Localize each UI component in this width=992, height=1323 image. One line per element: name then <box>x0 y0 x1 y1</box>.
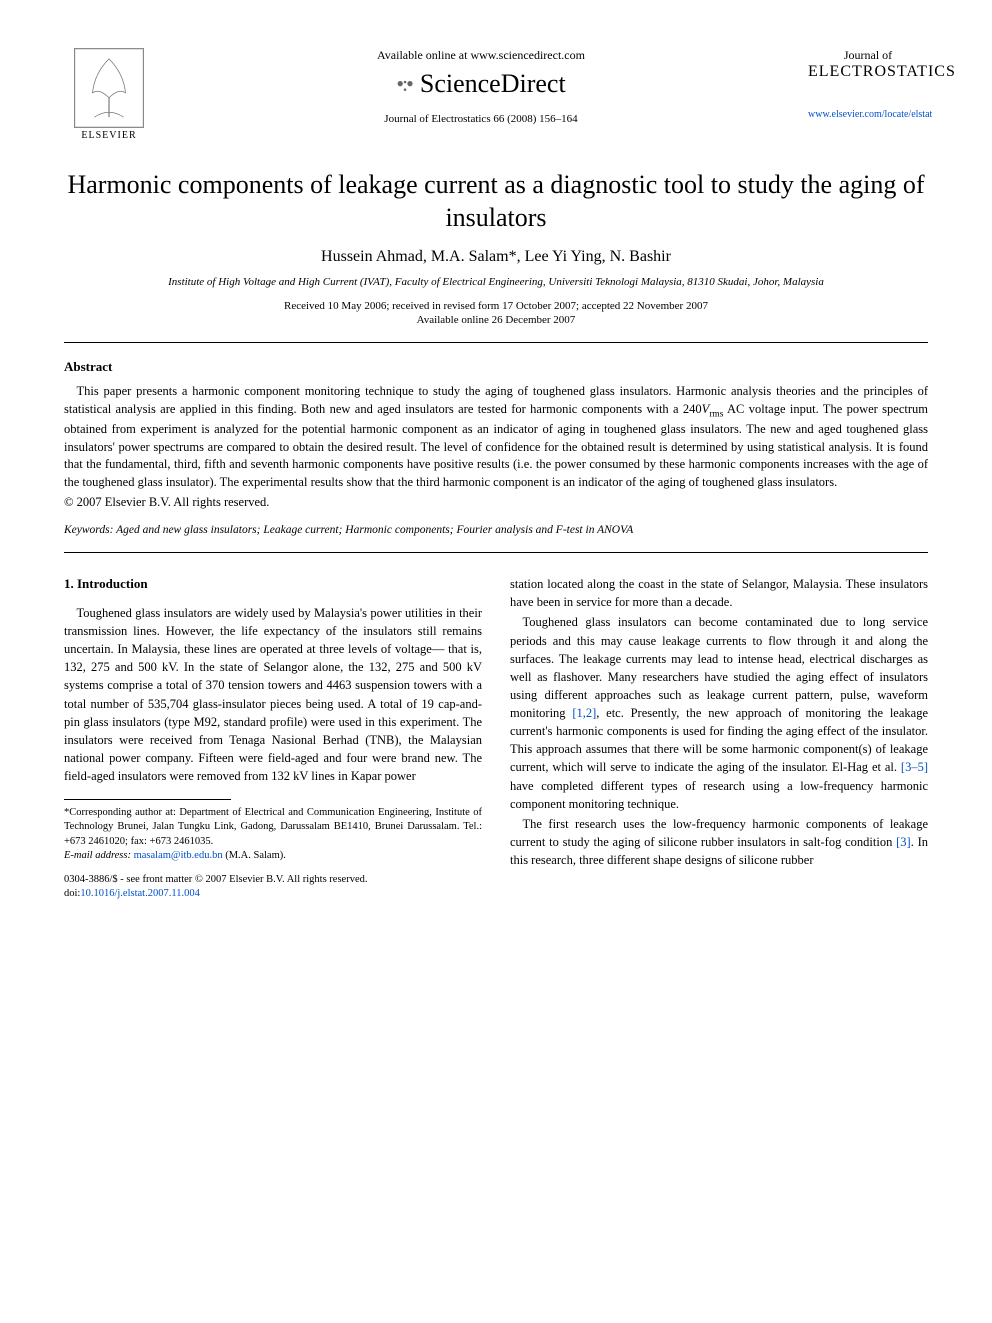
sciencedirect-logo: •:• ScienceDirect <box>396 69 565 99</box>
header-center: Available online at www.sciencedirect.co… <box>154 48 808 125</box>
footnote-block: *Corresponding author at: Department of … <box>64 799 482 901</box>
body-text: Toughened glass insulators can become co… <box>510 615 928 720</box>
body-text: have completed different types of resear… <box>510 779 928 811</box>
abstract-text: This paper presents a harmonic component… <box>64 384 928 489</box>
journal-cover-block: Journal of ELECTROSTATICS www.elsevier.c… <box>808 48 928 120</box>
keywords-label: Keywords: <box>64 524 113 536</box>
citation-link[interactable]: [1,2] <box>572 706 596 720</box>
body-text: The first research uses the low-frequenc… <box>510 817 928 849</box>
doi-label: doi: <box>64 888 80 899</box>
publisher-logo-block: ELSEVIER <box>64 48 154 141</box>
footnote-rule <box>64 799 231 800</box>
journal-cover-title: ELECTROSTATICS <box>808 63 928 81</box>
journal-cover-supertitle: Journal of <box>808 48 928 63</box>
journal-homepage-link[interactable]: www.elsevier.com/locate/elstat <box>808 109 928 120</box>
corresponding-author-note: *Corresponding author at: Department of … <box>64 806 482 849</box>
body-columns: 1. Introduction Toughened glass insulato… <box>64 575 928 901</box>
email-line: E-mail address: masalam@itb.edu.bn (M.A.… <box>64 849 482 863</box>
bottom-meta: 0304-3886/$ - see front matter © 2007 El… <box>64 873 482 901</box>
citation-link[interactable]: [3–5] <box>901 760 928 774</box>
sciencedirect-text: ScienceDirect <box>420 69 566 99</box>
sciencedirect-dots-icon: •:• <box>396 71 412 97</box>
abstract-body: This paper presents a harmonic component… <box>64 383 928 491</box>
affiliation: Institute of High Voltage and High Curre… <box>64 276 928 288</box>
keywords-text: Aged and new glass insulators; Leakage c… <box>116 524 633 536</box>
author-list: Hussein Ahmad, M.A. Salam*, Lee Yi Ying,… <box>64 248 928 266</box>
article-title: Harmonic components of leakage current a… <box>64 169 928 234</box>
email-label: E-mail address: <box>64 850 131 861</box>
header-row: ELSEVIER Available online at www.science… <box>64 48 928 141</box>
email-tail: (M.A. Salam). <box>225 850 286 861</box>
doi-link[interactable]: 10.1016/j.elstat.2007.11.004 <box>80 888 199 899</box>
history-dates-line1: Received 10 May 2006; received in revise… <box>64 300 928 312</box>
author-email-link[interactable]: masalam@itb.edu.bn <box>134 850 223 861</box>
abstract-heading: Abstract <box>64 359 928 375</box>
keywords-line: Keywords: Aged and new glass insulators;… <box>64 524 928 536</box>
body-paragraph: Toughened glass insulators are widely us… <box>64 604 482 785</box>
abstract-copyright: © 2007 Elsevier B.V. All rights reserved… <box>64 495 928 510</box>
elsevier-tree-icon <box>74 48 144 128</box>
body-paragraph: The first research uses the low-frequenc… <box>510 815 928 869</box>
rule-top <box>64 342 928 343</box>
front-matter-line: 0304-3886/$ - see front matter © 2007 El… <box>64 873 482 887</box>
body-paragraph: Toughened glass insulators can become co… <box>510 613 928 812</box>
citation-link[interactable]: [3] <box>896 835 911 849</box>
journal-citation-line: Journal of Electrostatics 66 (2008) 156–… <box>384 113 577 125</box>
history-dates-line2: Available online 26 December 2007 <box>64 314 928 326</box>
available-online-text: Available online at www.sciencedirect.co… <box>377 48 585 63</box>
rule-bottom <box>64 552 928 553</box>
section-heading-intro: 1. Introduction <box>64 575 482 594</box>
elsevier-label: ELSEVIER <box>81 130 136 141</box>
body-paragraph: station located along the coast in the s… <box>510 575 928 611</box>
doi-line: doi:10.1016/j.elstat.2007.11.004 <box>64 887 482 901</box>
